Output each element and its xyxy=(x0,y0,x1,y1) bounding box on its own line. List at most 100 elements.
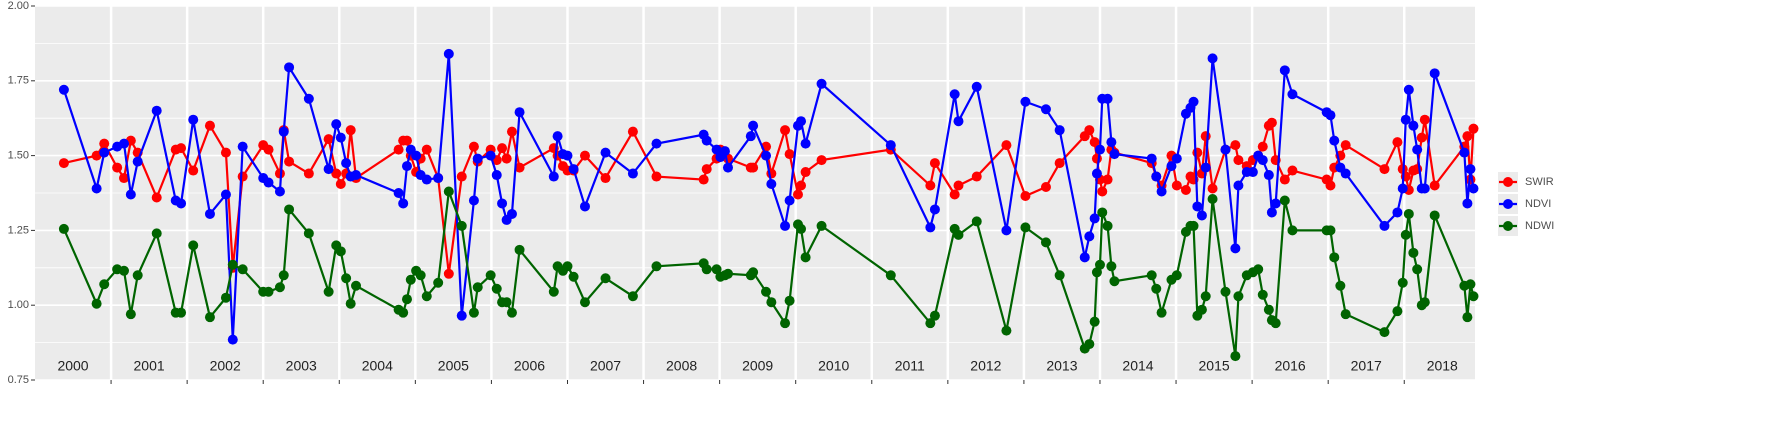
data-point xyxy=(1325,180,1336,191)
data-point xyxy=(1379,220,1390,231)
data-point xyxy=(1089,213,1100,224)
data-point xyxy=(468,141,479,152)
year-label: 2013 xyxy=(1046,358,1077,374)
data-point xyxy=(1192,201,1203,212)
data-point xyxy=(971,216,982,227)
data-point xyxy=(600,173,611,184)
data-point xyxy=(1408,120,1419,131)
data-point xyxy=(1102,174,1113,185)
data-point xyxy=(1188,96,1199,107)
data-point xyxy=(722,268,733,279)
data-point xyxy=(1270,318,1281,329)
data-point xyxy=(1001,325,1012,336)
data-point xyxy=(58,158,69,169)
data-point xyxy=(953,116,964,127)
data-point xyxy=(1109,276,1120,287)
year-label: 2010 xyxy=(818,358,849,374)
data-point xyxy=(220,147,231,158)
data-point xyxy=(341,158,352,169)
data-point xyxy=(303,228,314,239)
data-point xyxy=(1151,171,1162,182)
data-point xyxy=(548,171,559,182)
data-point xyxy=(274,186,285,197)
data-point xyxy=(227,259,238,270)
data-point xyxy=(1054,125,1065,136)
data-point xyxy=(971,171,982,182)
data-point xyxy=(784,295,795,306)
data-point xyxy=(1335,280,1346,291)
data-point xyxy=(1459,147,1470,158)
data-point xyxy=(443,268,454,279)
data-point xyxy=(1106,261,1117,272)
data-point xyxy=(58,223,69,234)
data-point xyxy=(1379,327,1390,338)
data-point xyxy=(393,188,404,198)
data-point xyxy=(1340,140,1351,151)
data-point xyxy=(1091,153,1102,164)
year-label: 2011 xyxy=(895,358,925,374)
data-point xyxy=(953,180,964,191)
data-point xyxy=(1146,270,1157,281)
data-point xyxy=(1233,180,1244,191)
year-label: 2007 xyxy=(590,358,621,374)
data-point xyxy=(1207,183,1218,194)
data-point xyxy=(415,270,426,281)
data-point xyxy=(323,286,334,297)
data-point xyxy=(1230,351,1241,362)
data-point xyxy=(784,149,795,160)
data-point xyxy=(1089,316,1100,327)
data-point xyxy=(1233,155,1244,166)
data-point xyxy=(562,261,573,272)
data-point xyxy=(176,307,187,318)
data-point xyxy=(800,138,811,149)
year-label: 2005 xyxy=(438,358,469,374)
data-point xyxy=(433,277,444,288)
data-point xyxy=(1001,140,1012,151)
data-point xyxy=(1094,259,1105,270)
data-point xyxy=(1419,183,1430,194)
data-point xyxy=(766,179,777,190)
data-point xyxy=(1392,207,1403,218)
data-point xyxy=(351,280,362,291)
data-point xyxy=(1412,144,1423,155)
data-point xyxy=(335,179,346,190)
data-point xyxy=(701,135,712,146)
data-point xyxy=(237,141,248,152)
data-point xyxy=(421,144,432,155)
data-point xyxy=(1287,165,1298,176)
data-point xyxy=(485,270,496,281)
data-point xyxy=(1020,190,1031,201)
data-point xyxy=(1156,307,1167,318)
data-point xyxy=(472,153,483,164)
data-point xyxy=(568,271,579,282)
data-point xyxy=(1468,123,1479,134)
data-point xyxy=(949,189,960,200)
data-point xyxy=(800,167,811,178)
data-point xyxy=(411,150,422,161)
data-point xyxy=(188,240,199,251)
data-point xyxy=(748,267,759,278)
data-point xyxy=(341,273,352,284)
data-point xyxy=(780,220,791,231)
data-point xyxy=(456,171,467,182)
data-point xyxy=(1233,291,1244,302)
data-point xyxy=(237,264,248,275)
year-label: 2006 xyxy=(514,358,545,374)
data-point xyxy=(125,189,136,200)
data-point xyxy=(796,180,807,191)
data-point xyxy=(506,126,517,137)
data-point xyxy=(1020,222,1031,233)
y-tick-label: 1.75 xyxy=(8,75,29,87)
data-point xyxy=(176,143,187,154)
data-point xyxy=(514,162,525,173)
data-point xyxy=(1171,270,1182,281)
year-label: 2002 xyxy=(210,358,241,374)
data-point xyxy=(745,131,756,142)
data-point xyxy=(1419,297,1430,308)
data-point xyxy=(579,201,590,212)
data-point xyxy=(303,93,314,104)
data-point xyxy=(514,244,525,255)
data-point xyxy=(1253,264,1264,275)
data-point xyxy=(1001,225,1012,236)
